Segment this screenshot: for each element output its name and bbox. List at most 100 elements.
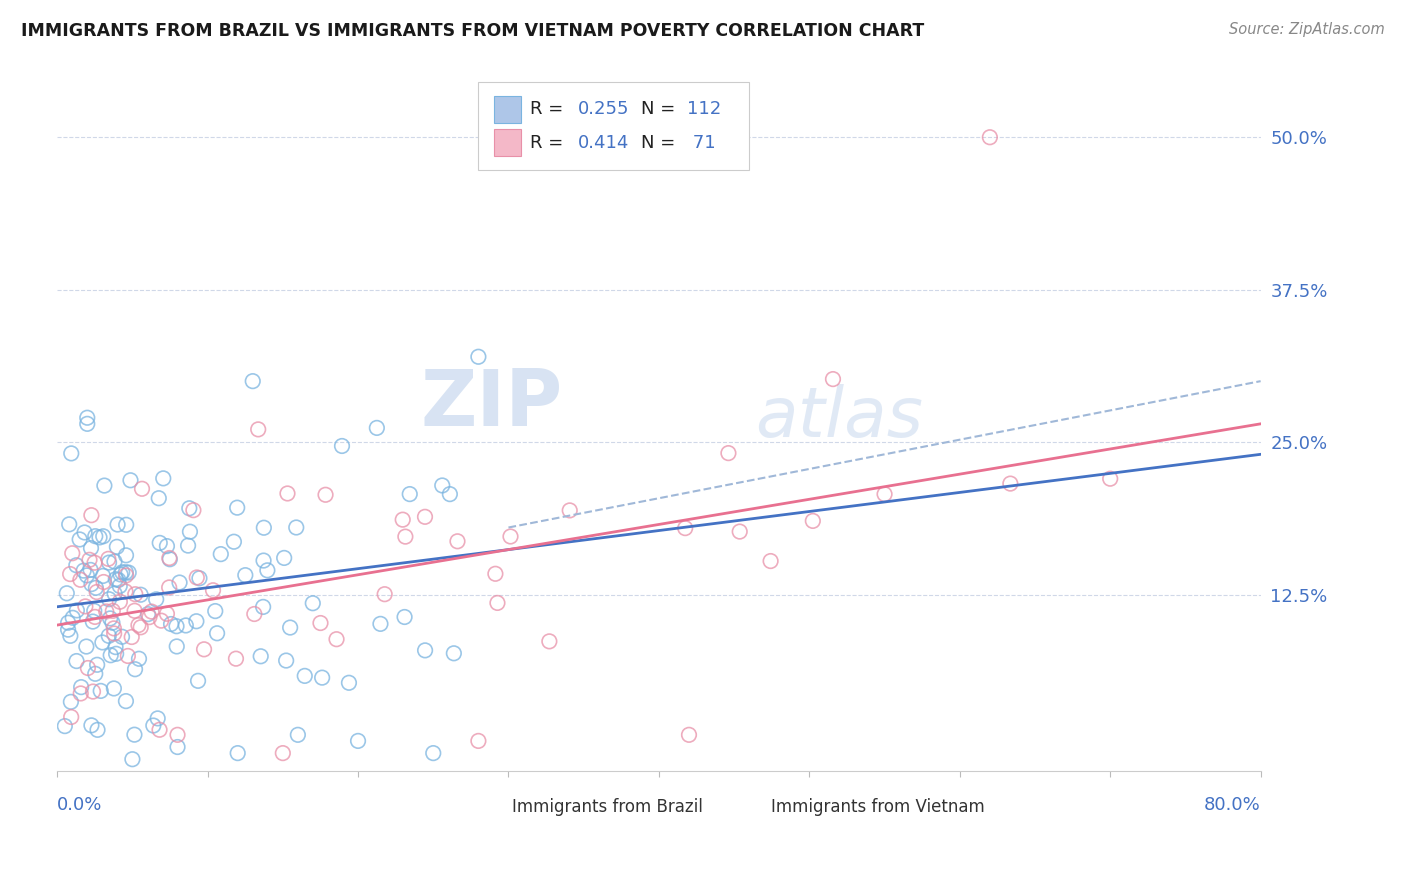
Point xyxy=(873,487,896,501)
Point xyxy=(347,734,370,748)
Point xyxy=(252,599,274,614)
Point xyxy=(538,634,561,648)
Point xyxy=(728,524,751,539)
Text: Source: ZipAtlas.com: Source: ZipAtlas.com xyxy=(1229,22,1385,37)
Point xyxy=(558,503,581,517)
Point xyxy=(103,555,125,569)
Point xyxy=(110,567,132,582)
Point xyxy=(107,517,129,532)
Point xyxy=(278,621,301,635)
Point xyxy=(273,550,295,565)
Point xyxy=(193,642,215,657)
Point xyxy=(145,592,167,607)
Point xyxy=(166,619,188,633)
FancyBboxPatch shape xyxy=(478,82,749,170)
Point xyxy=(73,525,96,540)
Point xyxy=(76,417,98,431)
Text: 71: 71 xyxy=(686,134,716,152)
Point xyxy=(202,583,225,598)
Point xyxy=(84,529,107,543)
Point xyxy=(86,657,108,672)
Point xyxy=(287,728,309,742)
Point xyxy=(979,130,1001,145)
Point xyxy=(58,517,80,532)
Point xyxy=(124,604,146,618)
Text: 0.255: 0.255 xyxy=(578,100,630,119)
Point xyxy=(467,350,489,364)
Text: 80.0%: 80.0% xyxy=(1204,797,1261,814)
Point xyxy=(247,422,270,436)
Point xyxy=(129,588,152,602)
Text: 0.414: 0.414 xyxy=(578,134,630,152)
Point xyxy=(91,569,114,583)
Point xyxy=(121,752,143,766)
Point xyxy=(166,739,188,754)
Point xyxy=(160,617,183,632)
Point xyxy=(138,610,160,624)
Point xyxy=(439,487,461,501)
Point xyxy=(174,618,197,632)
Point xyxy=(111,630,134,644)
Point xyxy=(115,566,138,580)
Point xyxy=(271,746,294,760)
Point xyxy=(337,675,360,690)
Point xyxy=(115,517,138,532)
Point xyxy=(243,607,266,621)
Point xyxy=(152,471,174,485)
Point xyxy=(103,681,125,696)
Point xyxy=(131,482,153,496)
Point xyxy=(759,554,782,568)
Point xyxy=(136,607,159,622)
Point xyxy=(186,614,208,628)
Point xyxy=(56,615,79,630)
Point xyxy=(93,574,115,589)
Point xyxy=(222,534,245,549)
Point xyxy=(253,521,276,535)
Point xyxy=(242,374,264,388)
Point xyxy=(56,623,79,637)
Text: N =: N = xyxy=(641,134,681,152)
Point xyxy=(75,599,97,614)
Point xyxy=(276,486,298,500)
Point xyxy=(432,478,454,492)
Point xyxy=(69,573,91,587)
Point xyxy=(117,648,139,663)
Point xyxy=(84,666,107,681)
Point xyxy=(60,710,83,724)
Point xyxy=(177,539,200,553)
Point xyxy=(311,671,333,685)
Point xyxy=(62,611,84,625)
Point xyxy=(187,673,209,688)
Point xyxy=(75,640,97,654)
Point xyxy=(97,552,120,566)
Point xyxy=(115,549,138,563)
Point xyxy=(233,568,256,582)
Point xyxy=(128,652,150,666)
Point xyxy=(149,536,172,550)
Point xyxy=(98,611,121,625)
Point xyxy=(186,570,208,584)
Point xyxy=(89,530,111,544)
Point xyxy=(73,564,96,578)
Point xyxy=(79,553,101,567)
Point xyxy=(398,487,420,501)
Point xyxy=(104,572,127,586)
Point xyxy=(205,626,228,640)
Point xyxy=(146,711,169,725)
Point xyxy=(76,410,98,425)
Point xyxy=(100,648,122,663)
Point xyxy=(226,500,249,515)
Point xyxy=(325,632,347,647)
Point xyxy=(446,534,468,549)
FancyBboxPatch shape xyxy=(478,800,505,823)
Point xyxy=(83,604,105,618)
Point xyxy=(97,629,120,643)
Point xyxy=(56,586,79,600)
Point xyxy=(108,579,131,593)
FancyBboxPatch shape xyxy=(737,800,763,823)
Point xyxy=(315,488,337,502)
Point xyxy=(84,610,107,624)
Point xyxy=(124,662,146,676)
Point xyxy=(59,695,82,709)
Point xyxy=(80,508,103,523)
